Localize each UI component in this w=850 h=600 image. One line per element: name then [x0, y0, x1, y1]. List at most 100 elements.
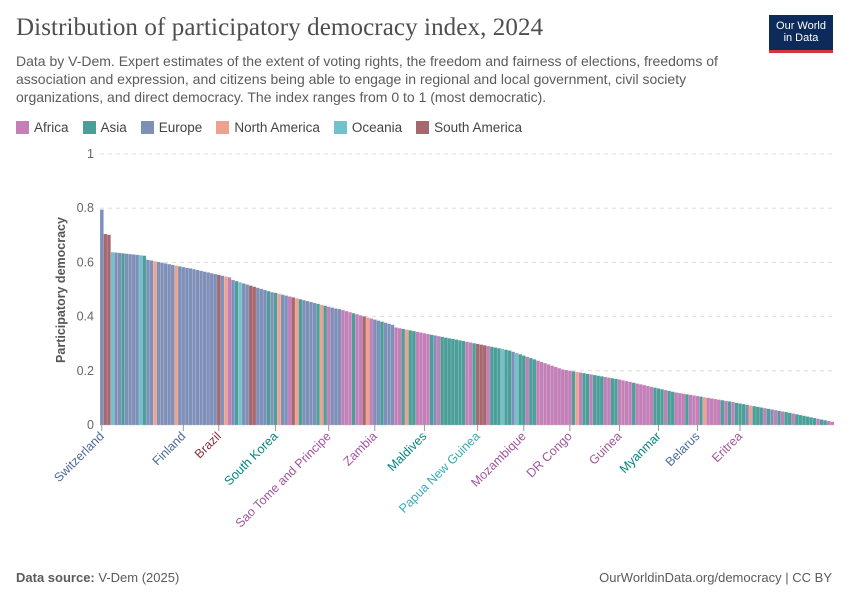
bar[interactable]: [681, 393, 686, 426]
bar[interactable]: [734, 402, 739, 426]
bar[interactable]: [103, 233, 108, 426]
bar[interactable]: [610, 378, 615, 426]
bar[interactable]: [429, 334, 434, 426]
bar[interactable]: [631, 382, 636, 426]
bar[interactable]: [642, 384, 647, 426]
bar[interactable]: [745, 404, 750, 426]
bar[interactable]: [273, 292, 278, 426]
category-label[interactable]: Zambia: [341, 429, 380, 468]
bar[interactable]: [791, 413, 796, 426]
bar[interactable]: [688, 394, 693, 426]
bar[interactable]: [167, 263, 172, 426]
bar[interactable]: [323, 305, 328, 426]
bar[interactable]: [199, 270, 204, 426]
bar[interactable]: [128, 253, 133, 426]
bar[interactable]: [748, 405, 753, 426]
bar[interactable]: [613, 378, 618, 426]
category-label[interactable]: Belarus: [663, 429, 703, 469]
bar[interactable]: [394, 327, 399, 426]
bar[interactable]: [266, 290, 271, 426]
bar[interactable]: [241, 283, 246, 426]
bar[interactable]: [479, 344, 484, 426]
bar[interactable]: [142, 255, 147, 426]
bar[interactable]: [333, 308, 338, 426]
bar[interactable]: [213, 273, 218, 426]
bar[interactable]: [408, 330, 413, 426]
bar[interactable]: [663, 389, 668, 426]
bar[interactable]: [564, 369, 569, 426]
bar[interactable]: [787, 412, 792, 426]
bar[interactable]: [486, 345, 491, 426]
bar[interactable]: [454, 339, 459, 426]
legend-item-africa[interactable]: Africa: [16, 120, 69, 135]
category-label[interactable]: Eritrea: [709, 429, 745, 465]
bar[interactable]: [812, 417, 817, 426]
legend-item-oceania[interactable]: Oceania: [333, 120, 402, 135]
bar[interactable]: [656, 388, 661, 426]
bar[interactable]: [535, 360, 540, 426]
bar[interactable]: [596, 375, 601, 426]
bar[interactable]: [695, 395, 700, 426]
category-label[interactable]: South Korea: [222, 429, 281, 488]
bar[interactable]: [230, 279, 235, 426]
bar[interactable]: [546, 364, 551, 426]
bar[interactable]: [145, 259, 150, 426]
bar[interactable]: [649, 386, 654, 426]
bar[interactable]: [823, 420, 828, 426]
bar[interactable]: [624, 380, 629, 426]
bar[interactable]: [798, 414, 803, 426]
bar[interactable]: [660, 389, 665, 426]
bar[interactable]: [223, 276, 228, 426]
bar[interactable]: [805, 416, 810, 426]
bar[interactable]: [227, 277, 232, 426]
bar[interactable]: [152, 260, 157, 426]
bar[interactable]: [606, 377, 611, 426]
bar[interactable]: [387, 323, 392, 426]
bar[interactable]: [713, 398, 718, 426]
bar[interactable]: [532, 359, 537, 426]
bar[interactable]: [493, 347, 498, 426]
bar[interactable]: [113, 252, 118, 426]
bar[interactable]: [160, 262, 165, 426]
category-label[interactable]: Sao Tome and Principe: [233, 429, 334, 530]
bar[interactable]: [518, 354, 523, 426]
bar[interactable]: [206, 272, 211, 426]
bar[interactable]: [411, 330, 416, 426]
legend-item-asia[interactable]: Asia: [82, 120, 127, 135]
bar[interactable]: [716, 399, 721, 426]
bar[interactable]: [209, 273, 214, 426]
bar[interactable]: [808, 417, 813, 426]
bar[interactable]: [780, 411, 785, 426]
bar[interactable]: [135, 254, 140, 426]
bar[interactable]: [553, 366, 558, 426]
bar[interactable]: [769, 409, 774, 426]
bar[interactable]: [177, 266, 182, 426]
footer-url[interactable]: OurWorldinData.org/democracy | CC BY: [599, 570, 832, 585]
bar[interactable]: [723, 400, 728, 426]
bar[interactable]: [741, 403, 746, 426]
bar[interactable]: [567, 370, 572, 426]
bar[interactable]: [390, 324, 395, 426]
bar[interactable]: [326, 306, 331, 426]
bar[interactable]: [621, 380, 626, 426]
bar[interactable]: [369, 318, 374, 426]
owid-logo[interactable]: Our World in Data: [769, 15, 833, 53]
bar[interactable]: [514, 352, 519, 426]
bar[interactable]: [699, 396, 704, 426]
bar[interactable]: [262, 289, 267, 426]
bar[interactable]: [355, 314, 360, 426]
bar[interactable]: [472, 342, 477, 426]
bar[interactable]: [720, 399, 725, 426]
bar[interactable]: [447, 338, 452, 426]
bar[interactable]: [362, 316, 367, 426]
bar[interactable]: [294, 298, 299, 426]
bar[interactable]: [816, 418, 821, 426]
bar[interactable]: [635, 383, 640, 426]
bar[interactable]: [543, 362, 548, 426]
bar[interactable]: [571, 371, 576, 426]
bar[interactable]: [131, 254, 136, 426]
bar[interactable]: [766, 408, 771, 426]
bar[interactable]: [667, 390, 672, 426]
bar[interactable]: [379, 321, 384, 426]
bar[interactable]: [309, 301, 314, 426]
